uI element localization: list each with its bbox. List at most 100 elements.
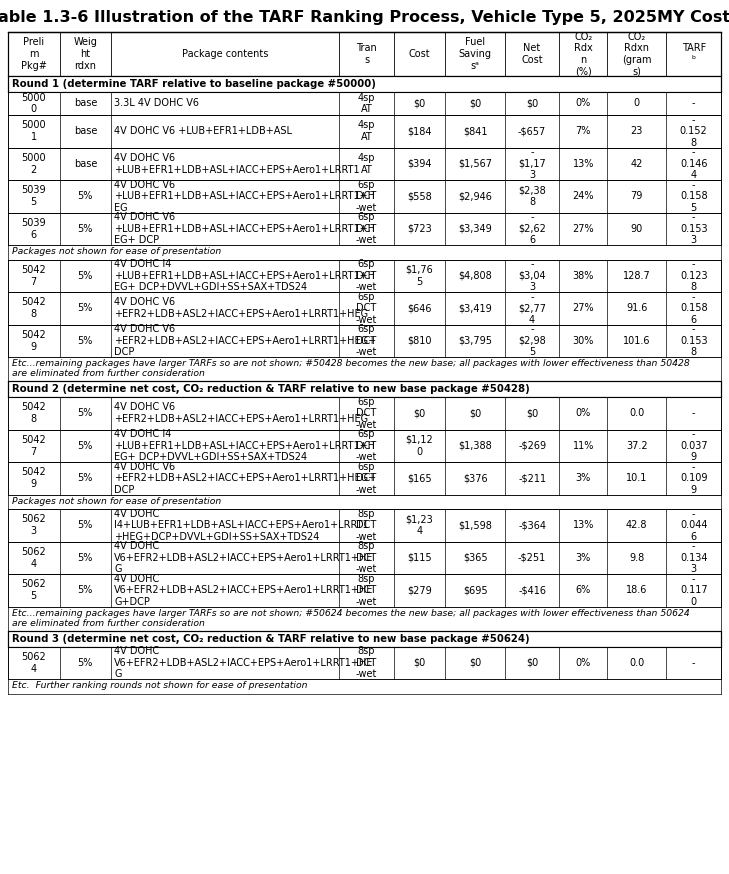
Text: -
0.158
6: - 0.158 6 <box>680 292 708 325</box>
Text: Preli
m
Pkg#: Preli m Pkg# <box>21 38 47 71</box>
Text: 5%: 5% <box>78 271 93 281</box>
Text: 7%: 7% <box>575 126 590 136</box>
Text: Etc.  Further ranking rounds not shown for ease of presentation: Etc. Further ranking rounds not shown fo… <box>12 681 308 690</box>
Text: 6sp
DCT
-wet: 6sp DCT -wet <box>356 180 377 213</box>
Text: 18.6: 18.6 <box>626 586 647 595</box>
Text: $376: $376 <box>463 473 488 483</box>
Text: 4V DOHC V6
+EFR2+LDB+ASL2+IACC+EPS+Aero1+LRRT1+HEG+
DCP: 4V DOHC V6 +EFR2+LDB+ASL2+IACC+EPS+Aero1… <box>114 461 376 495</box>
Text: 42: 42 <box>631 159 643 169</box>
Text: 13%: 13% <box>572 159 594 169</box>
Text: $841: $841 <box>463 126 487 136</box>
Text: 10.1: 10.1 <box>626 473 647 483</box>
Text: 5000
0: 5000 0 <box>21 93 46 114</box>
Text: Table 1.3-6 Illustration of the TARF Ranking Process, Vehicle Type 5, 2025MY Cos: Table 1.3-6 Illustration of the TARF Ran… <box>0 10 729 25</box>
Text: 5042
9: 5042 9 <box>21 468 46 489</box>
Text: 5%: 5% <box>78 586 93 595</box>
Text: 4V DOHC V6
+EFR2+LDB+ASL2+IACC+EPS+Aero1+LRRT1+HEG: 4V DOHC V6 +EFR2+LDB+ASL2+IACC+EPS+Aero1… <box>114 402 368 424</box>
Text: 5042
7: 5042 7 <box>21 265 46 287</box>
Text: Etc...remaining packages have larger TARFs so are not shown; #50624 becomes the : Etc...remaining packages have larger TAR… <box>12 608 690 628</box>
Text: -
0.123
8: - 0.123 8 <box>680 260 708 292</box>
Text: Package contents: Package contents <box>182 49 268 59</box>
Bar <box>8 542 721 574</box>
Text: 5%: 5% <box>78 473 93 483</box>
Text: 24%: 24% <box>572 191 594 201</box>
Text: 6sp
DCT
-wet: 6sp DCT -wet <box>356 324 377 357</box>
Text: 3.3L 4V DOHC V6: 3.3L 4V DOHC V6 <box>114 99 199 108</box>
Text: $1,76
5: $1,76 5 <box>405 265 434 287</box>
Text: $3,795: $3,795 <box>458 336 492 346</box>
Text: Round 3 (determine net cost, CO₂ reduction & TARF relative to new base package #: Round 3 (determine net cost, CO₂ reducti… <box>12 634 530 643</box>
Bar <box>8 429 721 462</box>
Text: 90: 90 <box>631 224 643 233</box>
Text: 8sp
DCT
-wet: 8sp DCT -wet <box>356 573 377 607</box>
Text: $0: $0 <box>526 99 538 108</box>
Text: Fuel
Saving
sᵃ: Fuel Saving sᵃ <box>459 38 491 71</box>
Text: 23: 23 <box>631 126 643 136</box>
Text: 6sp
DCT
-wet: 6sp DCT -wet <box>356 429 377 462</box>
Text: $2,946: $2,946 <box>458 191 492 201</box>
Bar <box>8 148 721 180</box>
Text: -$657: -$657 <box>518 126 546 136</box>
Text: 91.6: 91.6 <box>626 303 647 313</box>
Text: -
0.152
8: - 0.152 8 <box>680 114 708 148</box>
Bar <box>8 32 721 76</box>
Text: Round 1 (determine TARF relative to baseline package #50000): Round 1 (determine TARF relative to base… <box>12 79 376 89</box>
Text: 37.2: 37.2 <box>626 440 647 451</box>
Text: -: - <box>692 658 695 668</box>
Text: -
0.153
8: - 0.153 8 <box>680 324 708 357</box>
Text: 4sp
AT: 4sp AT <box>358 153 375 175</box>
Text: 0: 0 <box>634 99 640 108</box>
Text: $1,388: $1,388 <box>459 440 492 451</box>
Text: $0: $0 <box>526 658 538 668</box>
Text: 5%: 5% <box>78 303 93 313</box>
Text: 4V DOHC
V6+EFR2+LDB+ASL2+IACC+EPS+Aero1+LRRT1+HE
G: 4V DOHC V6+EFR2+LDB+ASL2+IACC+EPS+Aero1+… <box>114 646 373 679</box>
Bar <box>8 115 721 148</box>
Text: Tran
s: Tran s <box>356 43 377 65</box>
Text: 4V DOHC
I4+LUB+EFR1+LDB+ASL+IACC+EPS+Aero1+LRRT1
+HEG+DCP+DVVL+GDI+SS+SAX+TDS24: 4V DOHC I4+LUB+EFR1+LDB+ASL+IACC+EPS+Aer… <box>114 509 369 542</box>
Bar <box>8 679 721 693</box>
Text: 5%: 5% <box>78 408 93 419</box>
Bar <box>8 357 721 381</box>
Text: -
0.134
3: - 0.134 3 <box>680 541 707 574</box>
Text: 4V DOHC V6
+EFR2+LDB+ASL2+IACC+EPS+Aero1+LRRT1+HEG: 4V DOHC V6 +EFR2+LDB+ASL2+IACC+EPS+Aero1… <box>114 297 368 319</box>
Text: $723: $723 <box>408 224 432 233</box>
Text: 0.0: 0.0 <box>629 408 644 419</box>
Text: -
$3,04
3: - $3,04 3 <box>518 260 546 292</box>
Text: $0: $0 <box>469 99 481 108</box>
Text: -$364: -$364 <box>518 520 546 531</box>
Text: CO₂
Rdxn
(gram
s): CO₂ Rdxn (gram s) <box>622 31 652 76</box>
Text: base: base <box>74 126 97 136</box>
Text: 5062
3: 5062 3 <box>21 515 46 536</box>
Text: 4V DOHC I4
+LUB+EFR1+LDB+ASL+IACC+EPS+Aero1+LRRT1+H
EG+ DCP+DVVL+GDI+SS+SAX+TDS2: 4V DOHC I4 +LUB+EFR1+LDB+ASL+IACC+EPS+Ae… <box>114 429 375 462</box>
Text: $279: $279 <box>408 586 432 595</box>
Text: $0: $0 <box>413 408 426 419</box>
Text: 4V DOHC I4
+LUB+EFR1+LDB+ASL+IACC+EPS+Aero1+LRRT1+H
EG+ DCP+DVVL+GDI+SS+SAX+TDS2: 4V DOHC I4 +LUB+EFR1+LDB+ASL+IACC+EPS+Ae… <box>114 260 375 292</box>
Text: 5039
5: 5039 5 <box>21 185 46 207</box>
Text: 6sp
DCT
-wet: 6sp DCT -wet <box>356 461 377 495</box>
Text: Etc...remaining packages have larger TARFs so are not shown; #50428 becomes the : Etc...remaining packages have larger TAR… <box>12 359 690 378</box>
Text: Packages not shown for ease of presentation: Packages not shown for ease of presentat… <box>12 247 221 256</box>
Text: -$251: -$251 <box>518 552 546 563</box>
Text: 5000
1: 5000 1 <box>21 121 46 142</box>
Text: 38%: 38% <box>572 271 594 281</box>
Text: $2,38
8: $2,38 8 <box>518 185 546 207</box>
Text: $1,23
4: $1,23 4 <box>405 515 434 536</box>
Text: 5%: 5% <box>78 552 93 563</box>
Text: Net
Cost: Net Cost <box>521 43 543 65</box>
Text: 6sp
DCT
-wet: 6sp DCT -wet <box>356 292 377 325</box>
Text: 4V DOHC
V6+EFR2+LDB+ASL2+IACC+EPS+Aero1+LRRT1+HE
G: 4V DOHC V6+EFR2+LDB+ASL2+IACC+EPS+Aero1+… <box>114 541 373 574</box>
Bar <box>8 495 721 509</box>
Text: 79: 79 <box>631 191 643 201</box>
Text: -$211: -$211 <box>518 473 546 483</box>
Text: $695: $695 <box>463 586 488 595</box>
Bar <box>8 245 721 260</box>
Text: 4V DOHC V6
+EFR2+LDB+ASL2+IACC+EPS+Aero1+LRRT1+HEG+
DCP: 4V DOHC V6 +EFR2+LDB+ASL2+IACC+EPS+Aero1… <box>114 324 376 357</box>
Bar <box>8 574 721 607</box>
Bar <box>8 324 721 357</box>
Text: $365: $365 <box>463 552 488 563</box>
Text: Cost: Cost <box>409 49 430 59</box>
Text: 101.6: 101.6 <box>623 336 650 346</box>
Text: $1,598: $1,598 <box>458 520 492 531</box>
Text: $1,567: $1,567 <box>458 159 492 169</box>
Text: $0: $0 <box>469 658 481 668</box>
